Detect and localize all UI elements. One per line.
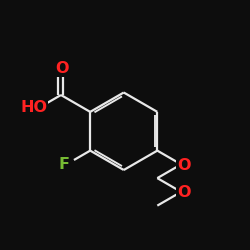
Text: HO: HO bbox=[20, 100, 47, 115]
Text: O: O bbox=[56, 61, 69, 76]
Text: F: F bbox=[58, 157, 70, 172]
Text: O: O bbox=[177, 158, 190, 173]
Text: O: O bbox=[177, 186, 190, 200]
